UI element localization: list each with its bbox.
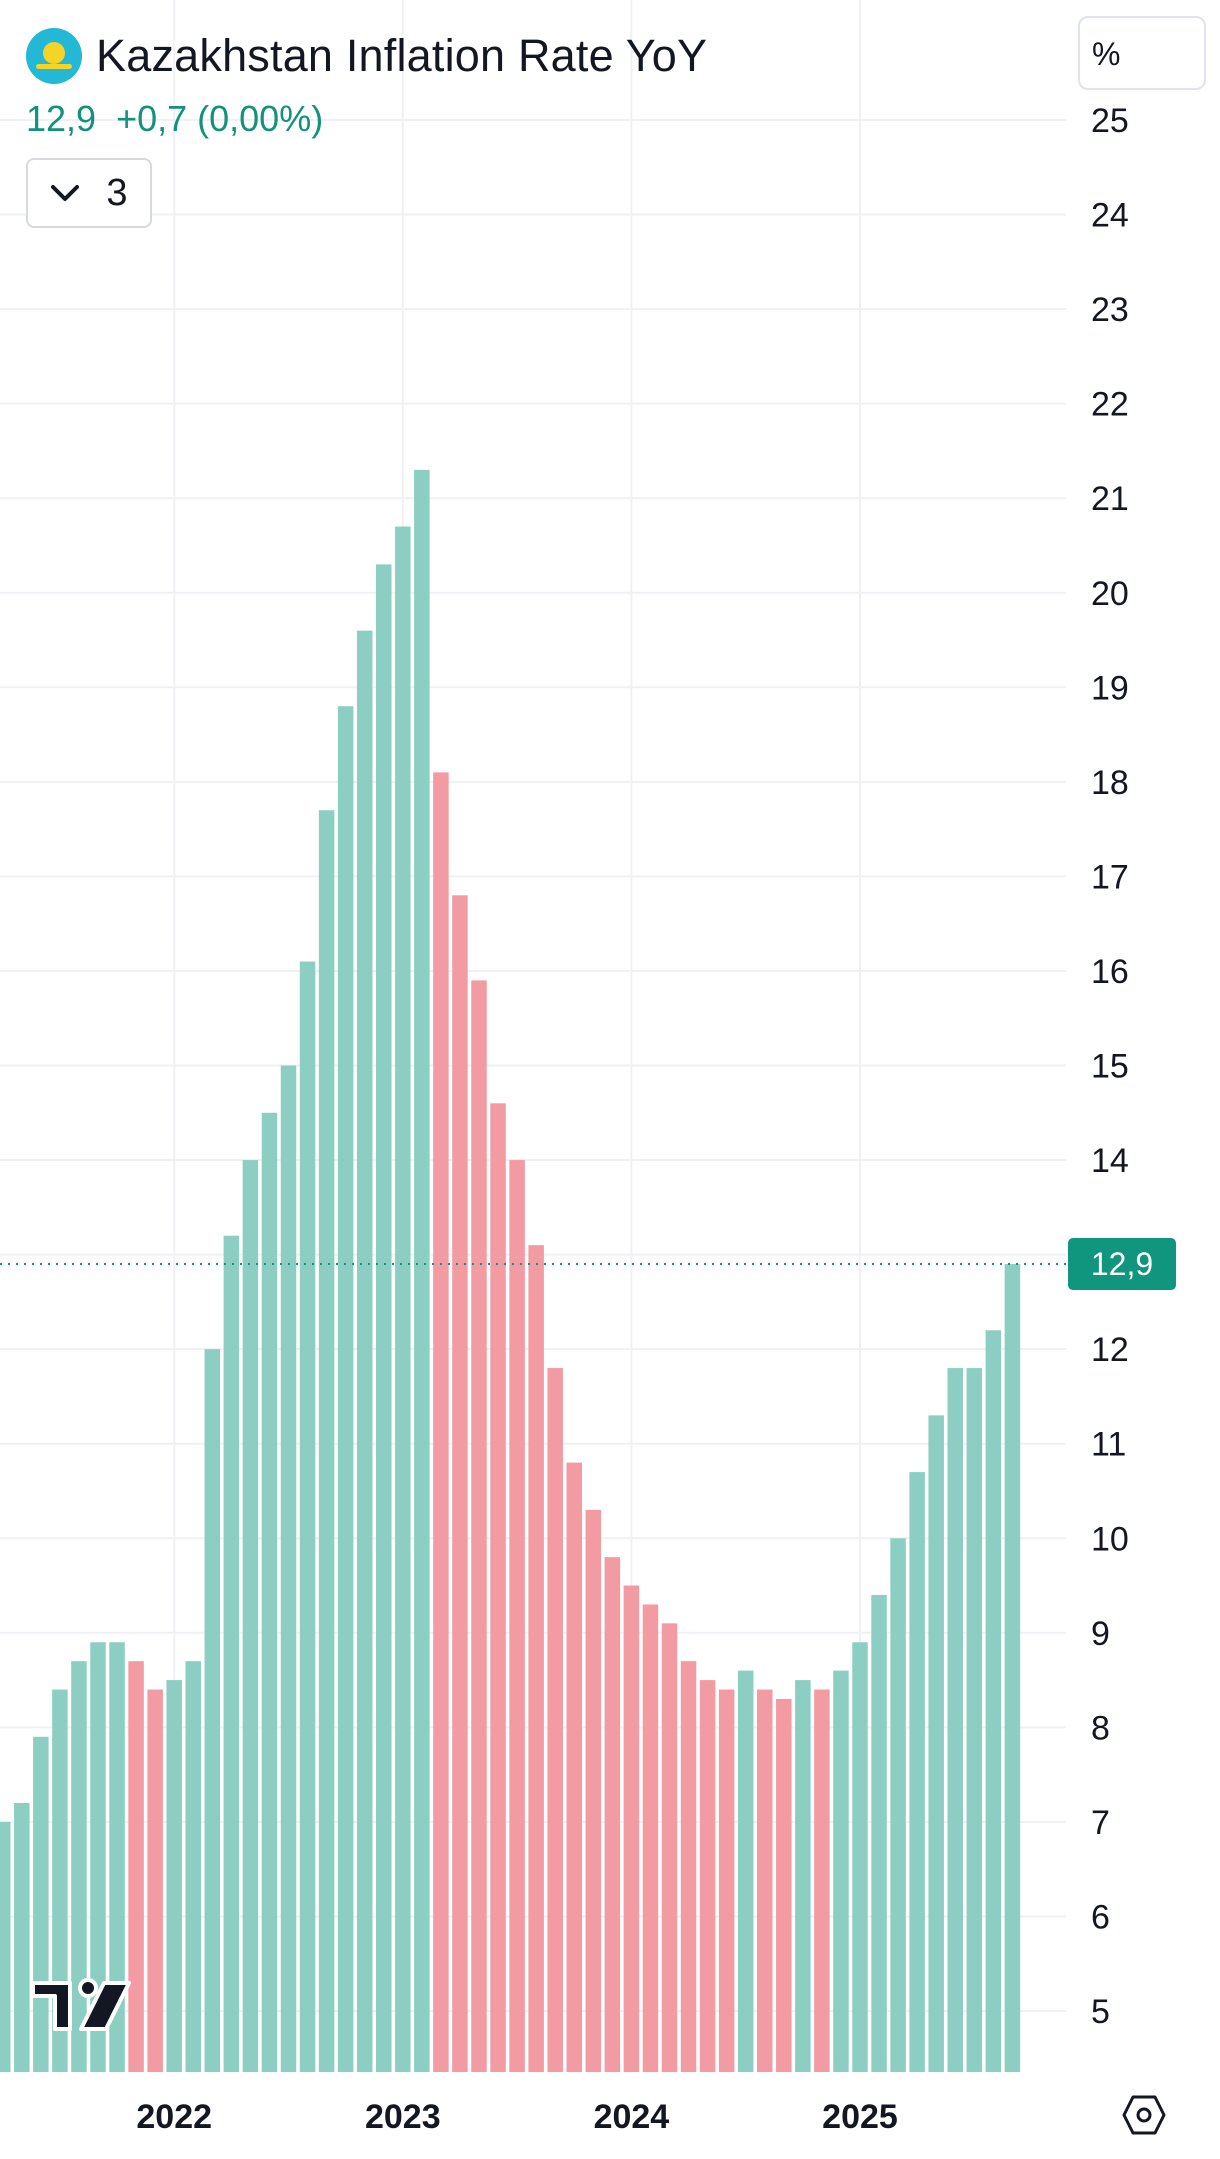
bar-21 bbox=[395, 526, 411, 2073]
y-tick-label: 12 bbox=[1091, 1331, 1129, 1369]
y-tick-label: 24 bbox=[1091, 197, 1129, 235]
price-tag-bg bbox=[1068, 1238, 1176, 1291]
x-tick-label: 2025 bbox=[822, 2098, 898, 2136]
x-axis: 2022 2023 2024 2025 bbox=[136, 2098, 897, 2136]
dropdown-count: 3 bbox=[106, 171, 128, 214]
bar-18 bbox=[337, 706, 354, 2073]
bar-53 bbox=[1004, 1264, 1021, 2072]
bar-1 bbox=[14, 1802, 30, 2072]
y-tick-label: 22 bbox=[1091, 386, 1129, 424]
bar-48 bbox=[909, 1472, 925, 2072]
bar-9 bbox=[166, 1680, 182, 2072]
chart-title: Kazakhstan Inflation Rate YoY bbox=[96, 30, 708, 81]
bar-37 bbox=[699, 1680, 716, 2072]
bar-16 bbox=[299, 961, 316, 2072]
bar-22 bbox=[414, 469, 430, 2073]
bar-41 bbox=[776, 1698, 792, 2072]
bar-34 bbox=[642, 1604, 659, 2072]
bar-25 bbox=[471, 980, 487, 2072]
chevron-down-icon bbox=[51, 185, 80, 201]
price-tag-label: 12,9 bbox=[1091, 1246, 1153, 1282]
x-tick-label: 2024 bbox=[594, 2098, 670, 2136]
y-tick-label: 9 bbox=[1091, 1615, 1110, 1653]
value-row: 12,9 +0,7 (0,00%) bbox=[26, 98, 707, 140]
y-tick-label: 19 bbox=[1091, 669, 1129, 707]
y-tick-label: 6 bbox=[1091, 1898, 1110, 1936]
bar-45 bbox=[852, 1642, 868, 2072]
bar-38 bbox=[718, 1689, 735, 2072]
bar-2 bbox=[33, 1736, 49, 2072]
y-tick-label: 11 bbox=[1091, 1426, 1126, 1464]
bar-50 bbox=[947, 1368, 963, 2072]
bar-27 bbox=[509, 1160, 525, 2072]
bar-31 bbox=[585, 1509, 602, 2072]
y-tick-label: 17 bbox=[1091, 858, 1129, 896]
indicators-dropdown-button[interactable]: 3 bbox=[26, 158, 152, 228]
settings-hexagon-icon[interactable] bbox=[1122, 2093, 1166, 2137]
bars bbox=[0, 469, 1021, 2073]
bar-29 bbox=[547, 1368, 563, 2072]
x-tick-label: 2023 bbox=[365, 2098, 441, 2136]
bar-8 bbox=[147, 1689, 163, 2072]
bar-43 bbox=[814, 1689, 830, 2072]
bar-5 bbox=[90, 1642, 106, 2072]
bar-24 bbox=[452, 895, 468, 2072]
bar-51 bbox=[966, 1368, 983, 2072]
bar-4 bbox=[71, 1661, 87, 2072]
y-tick-label: 7 bbox=[1091, 1804, 1110, 1842]
y-tick-label: 15 bbox=[1091, 1048, 1129, 1086]
bar-44 bbox=[833, 1670, 849, 2072]
bar-52 bbox=[985, 1330, 1002, 2072]
tradingview-logo-icon bbox=[31, 1978, 131, 2031]
unit-selector[interactable]: % bbox=[1078, 16, 1206, 90]
bar-0 bbox=[0, 1821, 11, 2072]
y-tick-label: 21 bbox=[1091, 480, 1129, 518]
y-tick-label: 10 bbox=[1091, 1520, 1129, 1558]
value-change: +0,7 (0,00%) bbox=[116, 98, 324, 139]
price-tag: 12,9 bbox=[1068, 1238, 1176, 1291]
bar-12 bbox=[223, 1235, 240, 2072]
x-tick-label: 2022 bbox=[136, 2098, 212, 2136]
bar-40 bbox=[757, 1689, 773, 2072]
y-tick-label: 8 bbox=[1091, 1709, 1110, 1747]
bar-17 bbox=[318, 810, 335, 2072]
bar-10 bbox=[185, 1661, 201, 2072]
chart-header: Kazakhstan Inflation Rate YoY 12,9 +0,7 … bbox=[26, 26, 707, 140]
bar-23 bbox=[433, 772, 449, 2072]
bar-47 bbox=[890, 1538, 906, 2072]
bar-39 bbox=[737, 1670, 754, 2072]
y-tick-label: 20 bbox=[1091, 575, 1129, 613]
y-tick-label: 23 bbox=[1091, 291, 1129, 329]
bar-30 bbox=[566, 1462, 582, 2072]
y-axis: 5678910111213141516171819202122232425 bbox=[1091, 102, 1129, 2031]
bar-32 bbox=[604, 1557, 621, 2072]
y-tick-label: 16 bbox=[1091, 953, 1129, 991]
bar-15 bbox=[280, 1065, 297, 2072]
bar-7 bbox=[128, 1661, 144, 2072]
bar-3 bbox=[52, 1689, 68, 2072]
bar-33 bbox=[623, 1585, 640, 2072]
bar-26 bbox=[490, 1103, 506, 2072]
last-value: 12,9 bbox=[26, 98, 97, 139]
bar-19 bbox=[356, 630, 373, 2072]
bar-46 bbox=[871, 1594, 887, 2072]
y-tick-label: 5 bbox=[1091, 1993, 1110, 2031]
bar-36 bbox=[680, 1661, 697, 2072]
kazakhstan-flag-icon bbox=[26, 28, 82, 84]
bar-13 bbox=[242, 1160, 259, 2072]
bar-35 bbox=[661, 1623, 678, 2072]
y-tick-label: 18 bbox=[1091, 764, 1129, 802]
bar-11 bbox=[204, 1349, 221, 2072]
bar-6 bbox=[109, 1642, 125, 2072]
y-tick-label: 14 bbox=[1091, 1142, 1129, 1180]
bar-20 bbox=[376, 564, 392, 2072]
bar-42 bbox=[795, 1680, 811, 2072]
bar-49 bbox=[928, 1415, 944, 2072]
y-tick-label: 25 bbox=[1091, 102, 1129, 140]
unit-label: % bbox=[1092, 36, 1121, 72]
bar-14 bbox=[261, 1112, 278, 2072]
bar-28 bbox=[528, 1245, 544, 2072]
